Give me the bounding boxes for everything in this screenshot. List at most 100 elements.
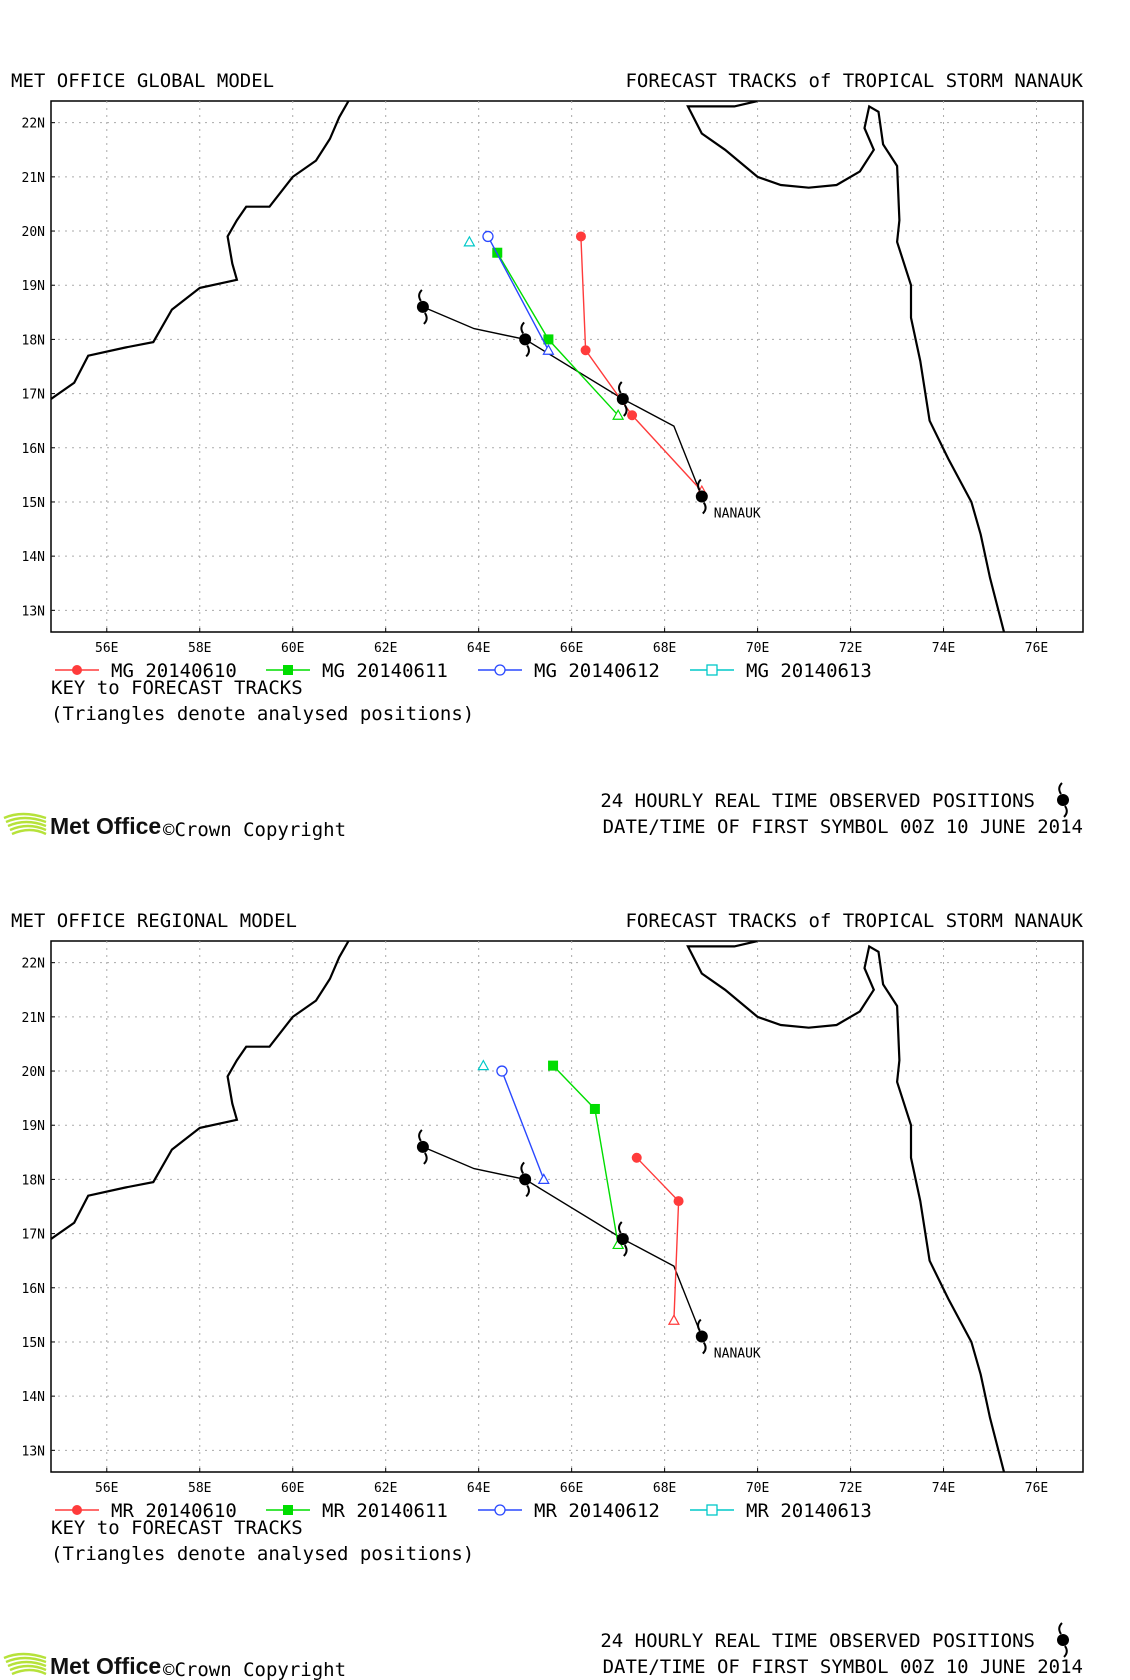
legend-label: MR 20140610 xyxy=(111,1500,237,1522)
cyclone-symbol-icon xyxy=(695,1318,708,1355)
legend-item: MG 20140611 xyxy=(266,660,448,682)
legend-label: MR 20140612 xyxy=(534,1500,660,1522)
y-tick-label: 18N xyxy=(22,333,45,348)
cyclone-symbol-icon xyxy=(1057,782,1069,818)
copyright-text: ©Crown Copyright xyxy=(163,819,346,840)
y-tick-label: 18N xyxy=(22,1173,45,1188)
x-tick-label: 56E xyxy=(95,1481,118,1496)
storm-label: NANAUK xyxy=(714,1347,761,1362)
y-tick-label: 13N xyxy=(22,604,45,619)
x-tick-label: 60E xyxy=(281,1481,304,1496)
legend-marker xyxy=(706,1504,718,1516)
analysed-triangle xyxy=(477,1059,490,1071)
map-frame xyxy=(50,100,1084,633)
legend-label: MG 20140610 xyxy=(111,660,237,682)
x-tick-label: 64E xyxy=(467,1481,490,1496)
forecast-point xyxy=(496,1065,508,1077)
forecast-title: FORECAST TRACKS of TROPICAL STORM NANAUK xyxy=(625,910,1083,932)
x-tick-label: 68E xyxy=(653,1481,676,1496)
forecast-point xyxy=(631,1152,642,1163)
legend-label: MG 20140613 xyxy=(746,660,872,682)
cyclone-symbol-icon xyxy=(1057,1622,1069,1658)
legend-item: MR 20140611 xyxy=(266,1500,448,1522)
y-tick-label: 14N xyxy=(22,1390,45,1405)
cyclone-symbol-icon xyxy=(616,1221,629,1257)
y-tick-label: 15N xyxy=(22,496,45,511)
analysed-triangle xyxy=(463,235,476,247)
x-tick-label: 58E xyxy=(188,1481,211,1496)
y-tick-label: 13N xyxy=(22,1444,45,1459)
forecast-track xyxy=(477,1059,490,1071)
observed-track xyxy=(422,306,703,497)
forecast-track xyxy=(496,1065,550,1185)
graticule xyxy=(51,101,1083,632)
x-tick-label: 66E xyxy=(560,641,583,656)
cyclone-symbol-icon xyxy=(695,478,708,515)
forecast-point xyxy=(580,345,591,356)
legend-marker xyxy=(494,1504,506,1516)
cyclone-symbol-icon xyxy=(616,381,629,417)
y-tick-label: 21N xyxy=(22,1011,45,1026)
map-frame xyxy=(50,940,1084,1473)
forecast-track xyxy=(631,1152,684,1325)
forecast-track xyxy=(482,230,555,355)
x-tick-label: 76E xyxy=(1025,641,1048,656)
analysed-triangle xyxy=(667,1314,680,1325)
x-tick-label: 58E xyxy=(188,641,211,656)
x-tick-label: 70E xyxy=(746,1481,769,1496)
cyclone-symbol-icon xyxy=(519,1161,532,1198)
y-tick-label: 16N xyxy=(22,442,45,457)
legend-marker xyxy=(283,1505,293,1515)
cyclone-symbol-icon xyxy=(519,321,532,358)
x-tick-label: 72E xyxy=(839,641,862,656)
observed-positions-text: 24 HOURLY REAL TIME OBSERVED POSITIONS xyxy=(600,1630,1035,1652)
forecast-line xyxy=(501,1070,545,1180)
forecast-point xyxy=(543,334,554,345)
first-symbol-datetime: DATE/TIME OF FIRST SYMBOL 00Z 10 JUNE 20… xyxy=(603,816,1083,838)
global-model-panel: MET OFFICE GLOBAL MODEL FORECAST TRACKS o… xyxy=(3,70,1084,840)
x-tick-label: 68E xyxy=(653,641,676,656)
storm-label: NANAUK xyxy=(714,507,761,522)
legend-marker xyxy=(494,664,506,676)
coastlines xyxy=(51,101,1006,632)
key-note: (Triangles denote analysed positions) xyxy=(51,703,474,725)
forecast-track xyxy=(575,231,708,496)
analysed-triangle xyxy=(612,409,625,420)
legend-label: MR 20140611 xyxy=(322,1500,448,1522)
key-title: KEY to FORECAST TRACKS xyxy=(51,1517,303,1539)
forecast-title: FORECAST TRACKS of TROPICAL STORM NANAUK xyxy=(625,70,1083,92)
forecast-point xyxy=(575,231,586,242)
analysed-triangle xyxy=(537,1173,550,1185)
global-model-map: MET OFFICE GLOBAL MODEL FORECAST TRACKS o… xyxy=(3,70,1084,840)
x-tick-label: 74E xyxy=(932,641,955,656)
y-tick-label: 19N xyxy=(22,279,45,294)
coastline-india xyxy=(686,101,1006,632)
x-tick-label: 74E xyxy=(932,1481,955,1496)
y-tick-label: 17N xyxy=(22,1228,45,1243)
legend-marker xyxy=(72,665,82,675)
key-note: (Triangles denote analysed positions) xyxy=(51,1543,474,1565)
y-tick-label: 20N xyxy=(22,1065,45,1080)
met-office-logo-text: Met Office xyxy=(50,1653,161,1679)
coastline-arabia xyxy=(51,101,350,400)
legend-item: MG 20140610 xyxy=(55,660,237,682)
legend-marker xyxy=(283,665,293,675)
x-tick-label: 62E xyxy=(374,1481,397,1496)
met-office-logo-text: Met Office xyxy=(50,813,161,839)
y-tick-label: 14N xyxy=(22,550,45,565)
cyclone-symbol-icon xyxy=(416,1129,429,1165)
forecast-point xyxy=(589,1103,600,1114)
cyclone-symbol-icon xyxy=(416,289,429,325)
y-tick-label: 19N xyxy=(22,1119,45,1134)
y-tick-label: 17N xyxy=(22,388,45,403)
legend-item: MR 20140613 xyxy=(690,1500,872,1522)
legend-item: MG 20140613 xyxy=(690,660,872,682)
x-tick-label: 76E xyxy=(1025,1481,1048,1496)
y-tick-label: 15N xyxy=(22,1336,45,1351)
y-tick-label: 21N xyxy=(22,171,45,186)
x-tick-label: 66E xyxy=(560,1481,583,1496)
legend-label: MG 20140612 xyxy=(534,660,660,682)
forecast-point xyxy=(673,1196,684,1207)
y-tick-label: 16N xyxy=(22,1282,45,1297)
x-tick-label: 56E xyxy=(95,641,118,656)
